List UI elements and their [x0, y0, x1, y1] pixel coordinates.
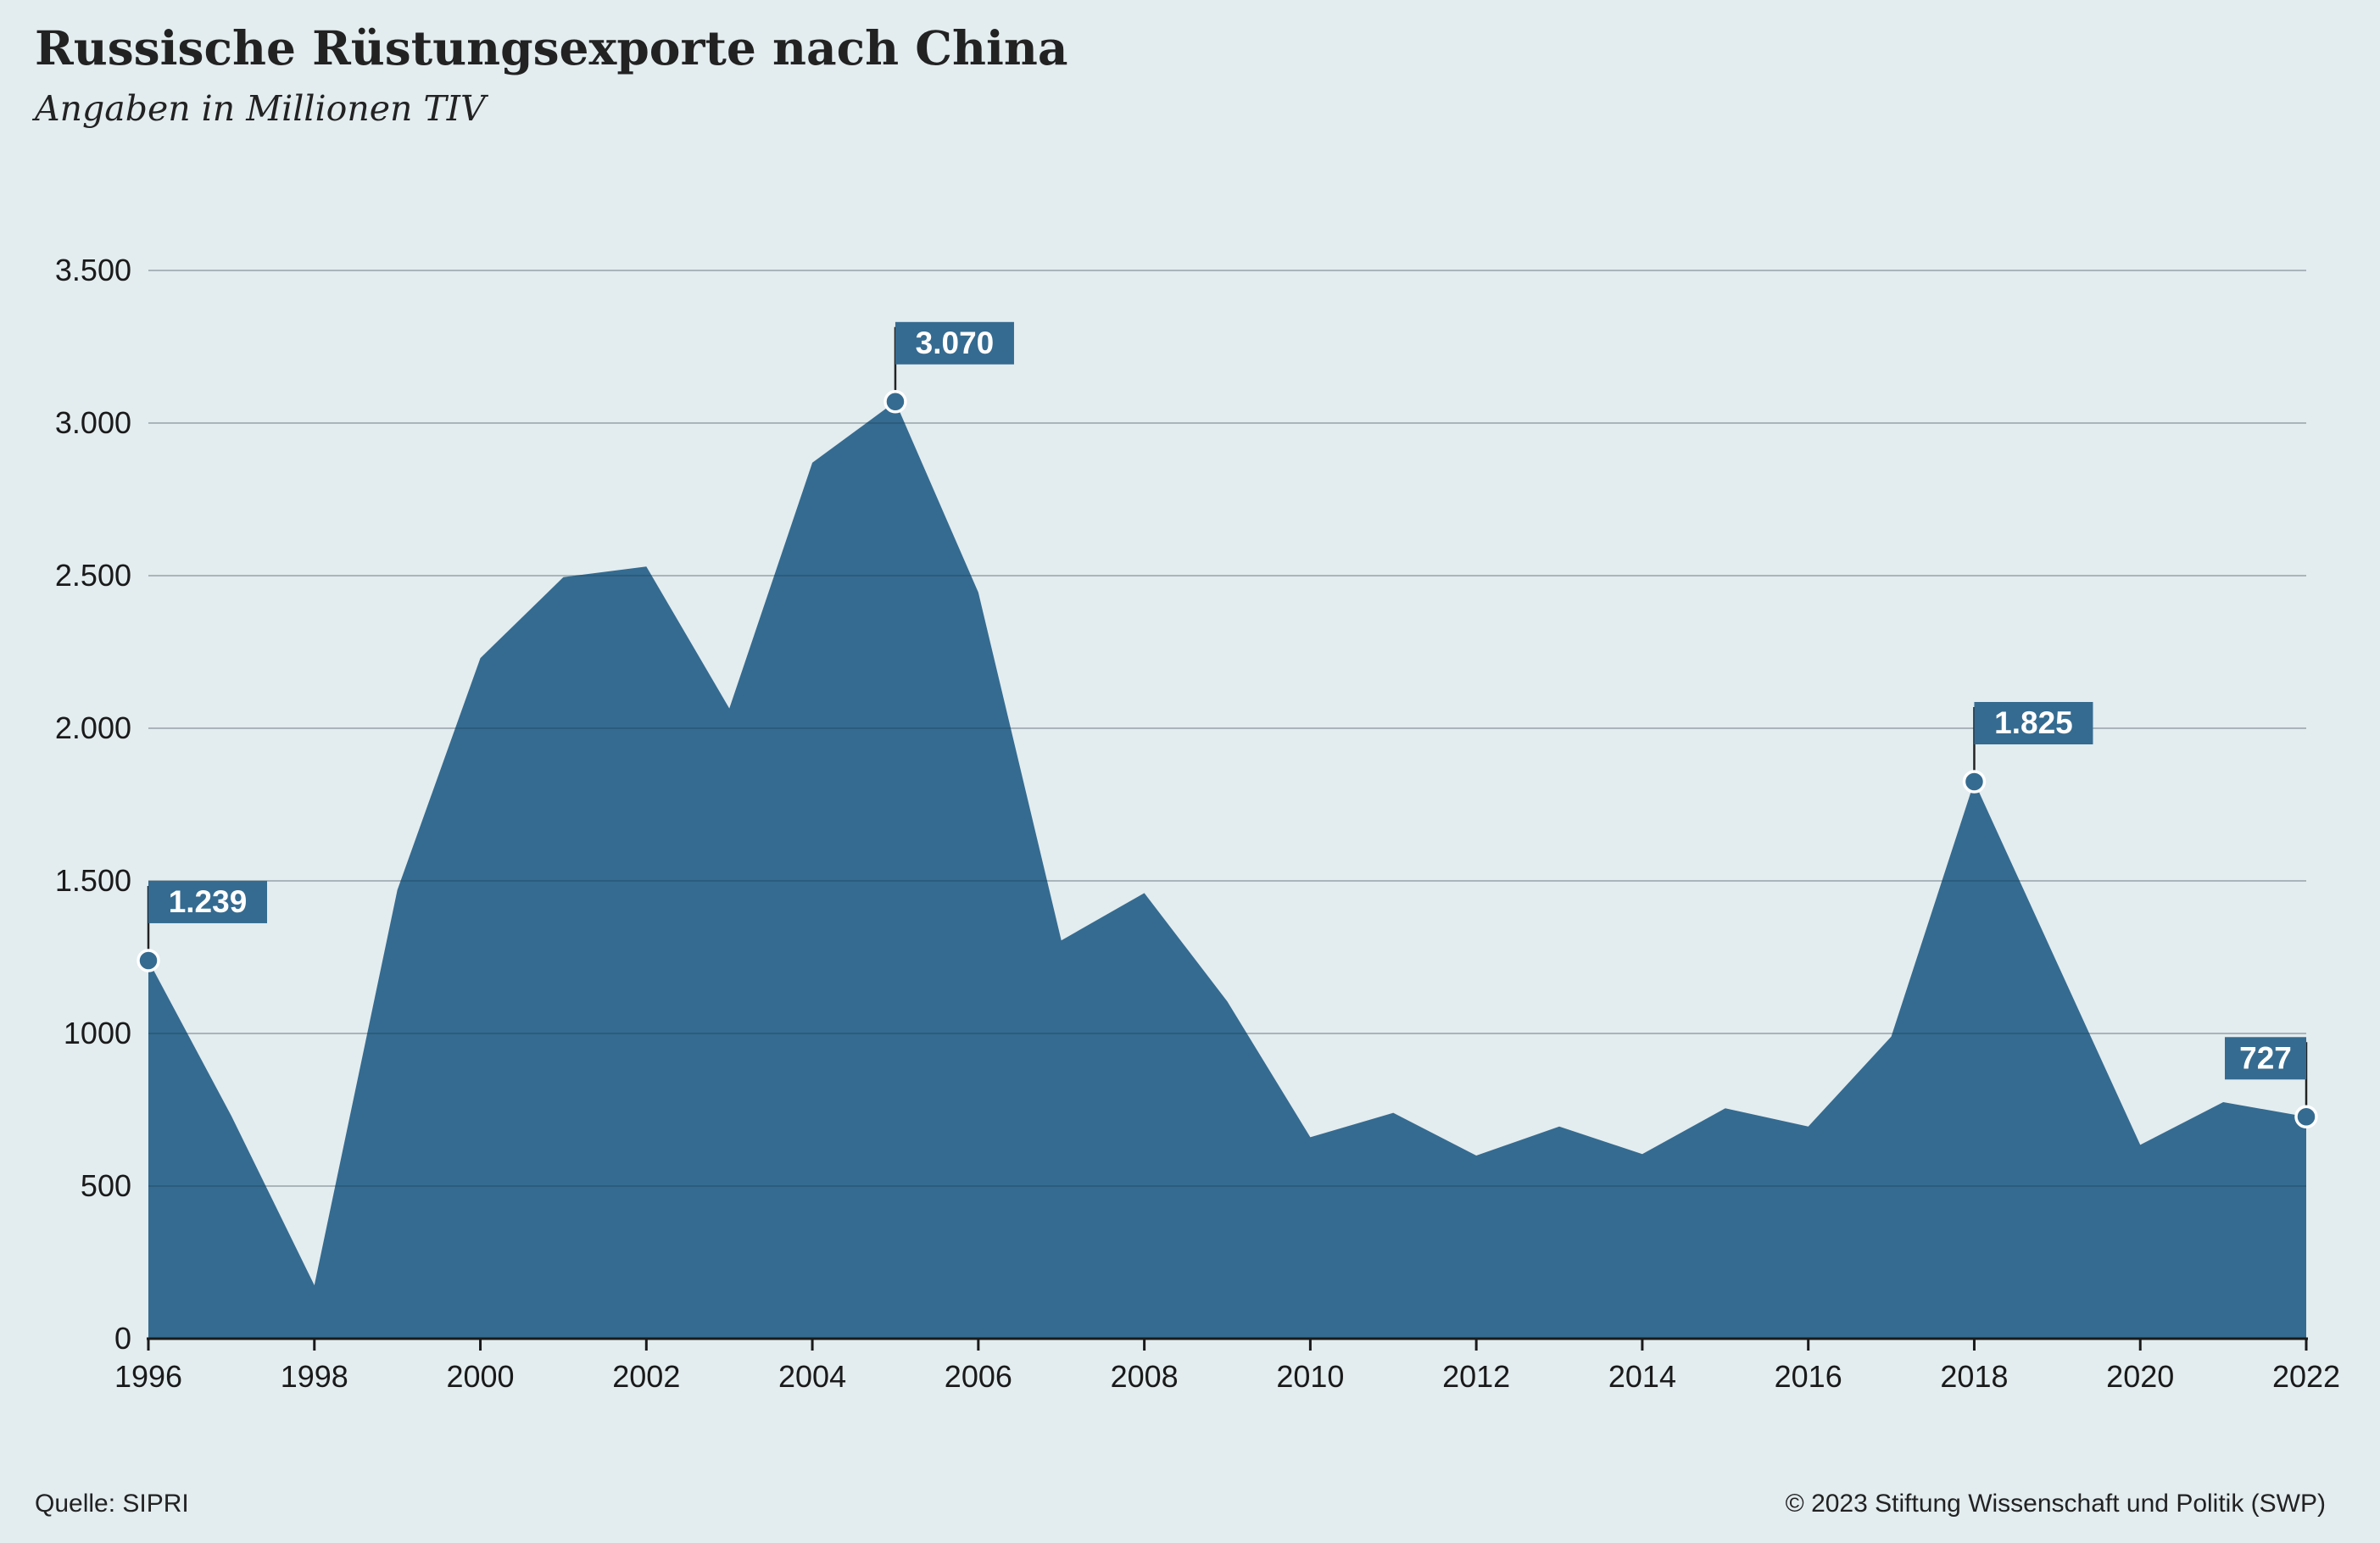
x-tick-label: 2014 — [1608, 1359, 1676, 1394]
chart-title: Russische Rüstungsexporte nach China — [35, 20, 1068, 75]
annotation-marker — [1962, 770, 1987, 794]
x-tick-label: 2012 — [1442, 1359, 1510, 1394]
source-note: Quelle: SIPRI — [35, 1490, 189, 1518]
y-tick-label: 1000 — [64, 1016, 131, 1050]
annotation-label: 3.070 — [916, 326, 995, 360]
y-tick-label: 0 — [114, 1321, 131, 1356]
annotation-box — [1974, 702, 2093, 744]
x-tick-label: 1996 — [114, 1359, 182, 1394]
annotation-marker — [137, 949, 160, 972]
annotation-box — [895, 321, 1014, 365]
x-tick-label: 2000 — [446, 1359, 514, 1394]
annotations: 1.239 3.070 1.825 727 — [137, 321, 2318, 1129]
y-tick-label: 3.500 — [55, 253, 131, 287]
area-series — [148, 401, 2306, 1339]
x-tick-label: 2008 — [1111, 1359, 1179, 1394]
x-tick-label: 2022 — [2272, 1359, 2340, 1394]
x-tick-label: 2004 — [778, 1359, 846, 1394]
x-tick-label: 2016 — [1775, 1359, 1842, 1394]
y-tick-label: 2.000 — [55, 710, 131, 745]
chart-subtitle: Angaben in Millionen TIV — [35, 88, 486, 129]
x-tick-label: 2018 — [1940, 1359, 2008, 1394]
x-tick-label: 2002 — [612, 1359, 680, 1394]
annotation-label: 1.825 — [1994, 705, 2073, 740]
annotation-label: 727 — [2239, 1040, 2292, 1075]
copyright-note: © 2023 Stiftung Wissenschaft und Politik… — [1785, 1490, 2326, 1518]
x-tick-label: 2006 — [945, 1359, 1012, 1394]
annotation-box — [148, 880, 267, 923]
x-tick-label: 2020 — [2106, 1359, 2174, 1394]
annotation-label: 1.239 — [169, 884, 248, 919]
x-tick-label: 1998 — [281, 1359, 348, 1394]
annotation-marker — [883, 390, 907, 414]
x-axis: 1996 1998 2000 2002 2004 2006 2008 2010 2012 2014… — [114, 1337, 2340, 1394]
area-fill — [148, 401, 2306, 1339]
annotation-box — [2225, 1037, 2306, 1080]
x-tick-label: 2010 — [1276, 1359, 1344, 1394]
annotation-marker — [2294, 1105, 2318, 1129]
y-tick-label: 2.500 — [55, 558, 131, 593]
y-tick-label: 500 — [81, 1168, 131, 1203]
y-tick-label: 3.000 — [55, 405, 131, 440]
y-tick-label: 1.500 — [55, 863, 131, 898]
y-axis-tick-labels: 0 500 1000 1.500 2.000 2.500 3.000 3.500 — [55, 253, 131, 1356]
